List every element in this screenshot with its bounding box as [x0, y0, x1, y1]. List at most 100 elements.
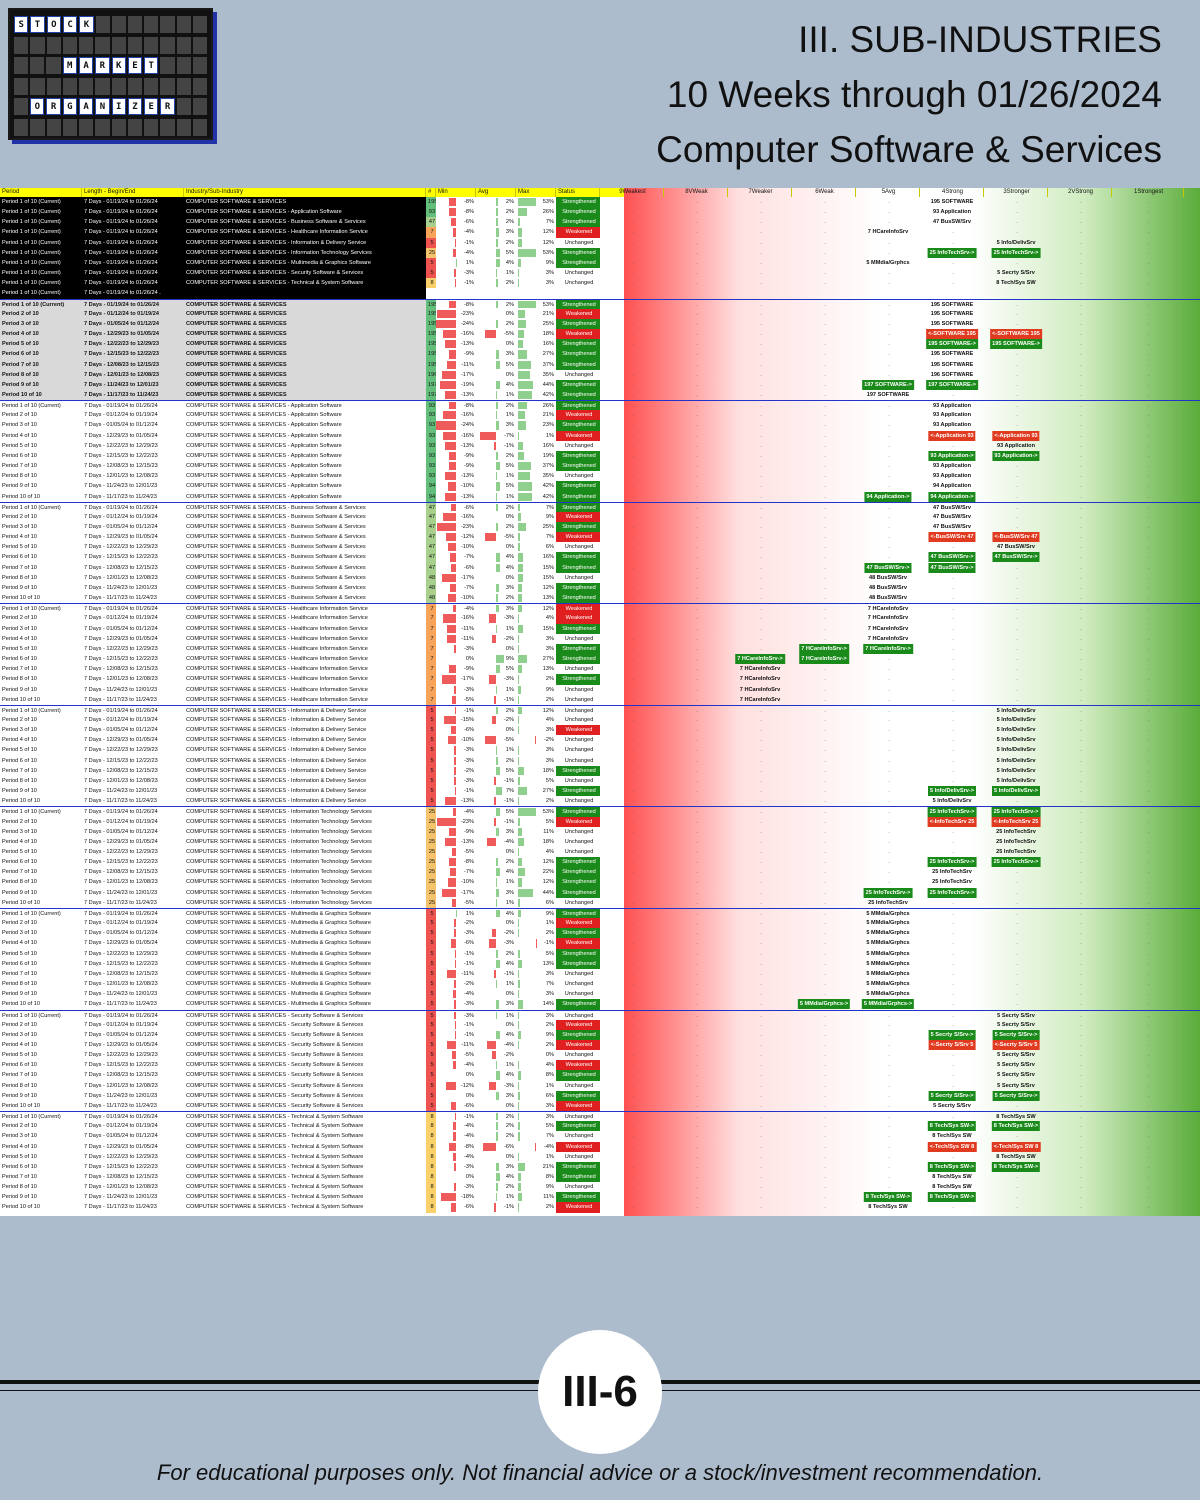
value-bar — [441, 888, 456, 897]
column-header[interactable]: Length - Begin/End — [82, 188, 184, 197]
strength-bin: . — [824, 452, 826, 459]
value-bar — [518, 888, 533, 897]
cell-industry: COMPUTER SOFTWARE & SERVICES - Informati… — [186, 818, 372, 825]
cell-count: 8 — [426, 1161, 436, 1172]
status-badge: Strengthened — [556, 217, 600, 228]
cell-min: -1% — [436, 238, 476, 248]
column-header[interactable]: Period — [0, 188, 82, 197]
cell-industry: COMPUTER SOFTWARE & SERVICES - Technical… — [186, 1123, 364, 1130]
cell-max: 1% — [516, 1152, 556, 1162]
logo-cell: G — [62, 98, 77, 115]
column-header[interactable]: 1Strongest — [1112, 188, 1184, 197]
strength-bin: 25 InfoTechSrv-> — [984, 857, 1048, 868]
table-row: Period 4 of 10 7 Days - 12/29/23 to 01/05… — [0, 1039, 1200, 1051]
strength-bin: 7 HCareInfoSrv — [856, 604, 920, 613]
strength-bin: . — [1080, 686, 1082, 693]
cell-avg: -2% — [476, 715, 516, 725]
cell-value: 5% — [505, 361, 514, 368]
column-header[interactable]: 7Weaker — [728, 188, 792, 197]
column-header[interactable]: Status — [556, 188, 600, 197]
strength-bin: . — [760, 270, 762, 277]
strength-bin: . — [1148, 1041, 1150, 1048]
strength-bin: . — [1148, 615, 1150, 622]
cell-count: 5 — [426, 705, 436, 715]
column-header[interactable]: Avg — [476, 188, 516, 197]
bin-label: 196 SOFTWARE — [930, 371, 974, 378]
status-badge: Unchanged — [556, 796, 600, 807]
cell-max: 7% — [516, 503, 556, 512]
cell-value: -9% — [464, 828, 474, 835]
strength-bin: . — [760, 960, 762, 967]
status-badge: Strengthened — [556, 674, 600, 685]
strength-bin: . — [696, 889, 698, 896]
strength-bin: . — [696, 574, 698, 581]
value-bar — [496, 563, 500, 572]
strength-bin: . — [1080, 483, 1082, 490]
cell-period: Period 10 of 10 — [2, 1001, 40, 1008]
strength-bin: . — [952, 391, 954, 398]
column-header[interactable]: 4Strong — [920, 188, 984, 197]
strength-bin: . — [824, 981, 826, 988]
cell-max: 12% — [516, 583, 556, 593]
strength-bin: . — [1148, 229, 1150, 236]
cell-min: -4% — [436, 227, 476, 237]
column-header[interactable]: Max — [516, 188, 556, 197]
strength-bin: . — [888, 361, 890, 368]
column-header[interactable]: 5Avg — [856, 188, 920, 197]
cell-min: -6% — [436, 1202, 476, 1212]
strength-bin: 5 Info/DelivSrv-> — [984, 786, 1048, 797]
strength-bin: . — [1080, 463, 1082, 470]
value-bar — [447, 543, 456, 552]
cell-count: 5 — [426, 1039, 436, 1051]
cell-value: -1% — [504, 798, 514, 805]
cell-value: 2% — [505, 301, 514, 308]
strength-bin: . — [760, 310, 762, 317]
cell-min: -17% — [436, 888, 476, 898]
value-bar — [518, 756, 520, 765]
status-badge: Unchanged — [556, 1182, 600, 1193]
strength-bin: . — [1016, 606, 1018, 613]
strength-bin: . — [696, 432, 698, 439]
cell-value: 5% — [505, 809, 514, 816]
cell-value: 0% — [505, 1153, 514, 1160]
strength-bin: 7 HCareInfoSrv — [856, 624, 920, 634]
column-header[interactable]: Min — [436, 188, 476, 197]
logo-cell — [160, 16, 175, 33]
cell-value: 3% — [505, 828, 514, 835]
cell-avg: 0% — [476, 542, 516, 552]
strength-bin: . — [696, 301, 698, 308]
column-header[interactable]: 6Weak — [792, 188, 856, 197]
strength-bin: . — [696, 584, 698, 591]
strength-bin: . — [760, 564, 762, 571]
value-bar — [447, 482, 456, 491]
cell-value: 0% — [505, 341, 514, 348]
bin-label: 5 Secrty S/Srv — [997, 1072, 1035, 1079]
column-header[interactable]: 2VStrong — [1048, 188, 1112, 197]
cell-avg: 3% — [476, 827, 516, 837]
cell-value: -5% — [464, 899, 474, 906]
table-row: Period 9 of 10 7 Days - 11/24/23 to 12/01… — [0, 1090, 1200, 1101]
strength-bin: . — [888, 1114, 890, 1121]
strength-bin: . — [1080, 229, 1082, 236]
cell-avg: 2% — [476, 197, 516, 207]
strength-bin: . — [1148, 737, 1150, 744]
column-header[interactable]: Industry/Sub-Industry — [184, 188, 426, 197]
cell-count: 8 — [426, 1131, 436, 1142]
cell-value: -15% — [460, 716, 474, 723]
column-header[interactable]: # — [426, 188, 436, 197]
strength-bin: . — [888, 199, 890, 205]
strength-bin: . — [760, 798, 762, 805]
column-header[interactable]: 3Stronger — [984, 188, 1048, 197]
column-header[interactable]: 8VWeak — [664, 188, 728, 197]
table-row: Period 10 of 10 7 Days - 11/17/23 to 11/2… — [0, 389, 1200, 401]
cell-industry: COMPUTER SOFTWARE & SERVICES - Security … — [186, 1052, 364, 1059]
cell-max: 21% — [516, 410, 556, 420]
cell-max: 2% — [516, 928, 556, 938]
column-header[interactable]: 9Weakest — [600, 188, 664, 197]
status-badge: Strengthened — [556, 299, 600, 309]
cell-value: 9% — [545, 686, 554, 693]
cell-avg: 2% — [476, 207, 516, 217]
cell-industry: COMPUTER SOFTWARE & SERVICES - Multimedi… — [186, 920, 371, 927]
cell-avg: -1% — [476, 817, 516, 827]
strength-bin: . — [824, 219, 826, 226]
